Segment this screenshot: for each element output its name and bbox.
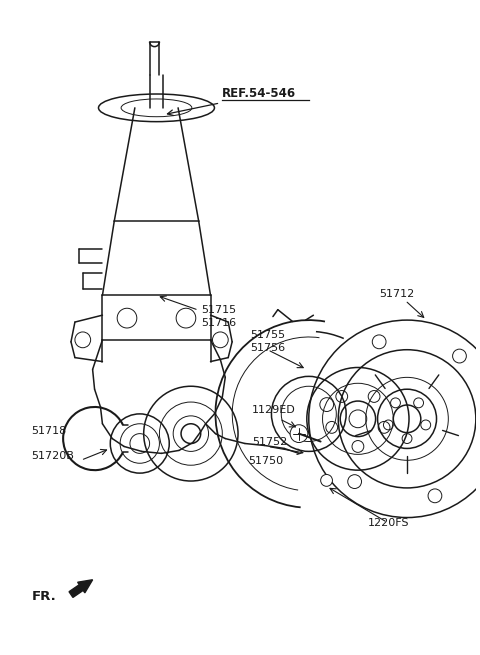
Text: 51752: 51752 [252,437,287,447]
Text: FR.: FR. [32,590,57,603]
Circle shape [321,474,333,486]
Text: 1220FS: 1220FS [368,517,409,527]
Text: REF.54-546: REF.54-546 [222,87,297,100]
Text: 51716: 51716 [201,318,236,328]
Text: 1129ED: 1129ED [252,405,296,415]
Text: 51720B: 51720B [32,451,74,461]
Text: 51756: 51756 [250,343,285,353]
Text: 51715: 51715 [201,305,236,315]
Text: 51712: 51712 [380,288,415,299]
Circle shape [290,424,308,443]
FancyArrow shape [69,580,93,597]
Text: 51755: 51755 [250,330,285,340]
Text: 51718: 51718 [32,426,67,436]
Text: 51750: 51750 [248,457,283,466]
